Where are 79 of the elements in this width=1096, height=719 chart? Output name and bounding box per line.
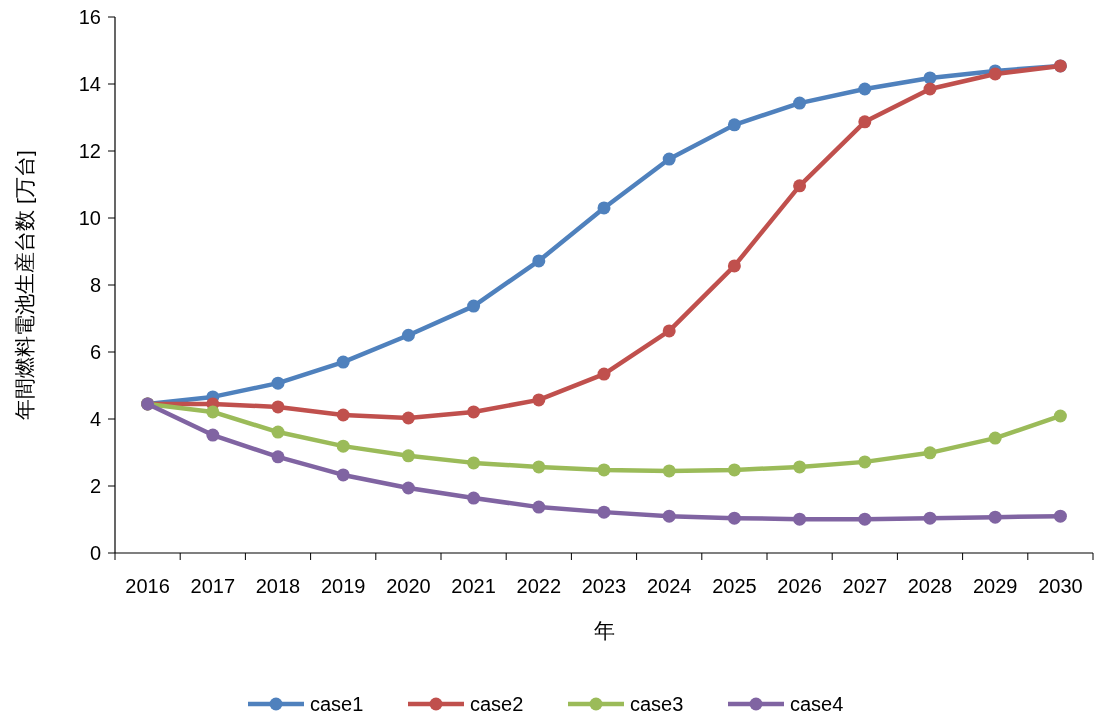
point bbox=[597, 201, 611, 215]
x-tick-label: 2021 bbox=[451, 575, 496, 597]
point bbox=[271, 425, 285, 439]
point bbox=[336, 468, 350, 482]
point bbox=[1053, 409, 1067, 423]
point bbox=[858, 455, 872, 469]
y-tick-label: 2 bbox=[89, 475, 101, 497]
point bbox=[597, 463, 611, 477]
y-tick-label: 4 bbox=[89, 408, 101, 430]
y-axis-title: 年間燃料電池生産台数 [万台] bbox=[13, 150, 36, 420]
point bbox=[271, 450, 285, 464]
point bbox=[858, 512, 872, 526]
y-tick-label: 8 bbox=[89, 274, 101, 296]
point bbox=[727, 511, 741, 525]
legend-label: case2 bbox=[470, 693, 524, 715]
x-tick-label: 2022 bbox=[516, 575, 562, 597]
point bbox=[401, 411, 415, 425]
x-tick-label: 2028 bbox=[907, 575, 953, 597]
point bbox=[532, 393, 546, 407]
point bbox=[206, 428, 220, 442]
point bbox=[727, 118, 741, 132]
point bbox=[793, 179, 807, 193]
point bbox=[336, 408, 350, 422]
y-tick-label: 12 bbox=[78, 140, 101, 162]
point bbox=[597, 367, 611, 381]
y-tick-label: 6 bbox=[89, 341, 101, 363]
point bbox=[467, 299, 481, 313]
point bbox=[467, 491, 481, 505]
point bbox=[1053, 509, 1067, 523]
legend-label: case4 bbox=[790, 693, 844, 715]
x-tick-label: 2020 bbox=[386, 575, 431, 597]
point bbox=[858, 82, 872, 96]
x-tick-label: 2019 bbox=[320, 575, 366, 597]
y-tick-label: 16 bbox=[78, 6, 101, 28]
point bbox=[271, 376, 285, 390]
legend-label: case1 bbox=[310, 693, 364, 715]
x-tick-label: 2029 bbox=[972, 575, 1018, 597]
point bbox=[923, 446, 937, 460]
point bbox=[532, 460, 546, 474]
x-tick-label: 2024 bbox=[646, 575, 692, 597]
point bbox=[923, 511, 937, 525]
point bbox=[271, 400, 285, 414]
x-tick-label: 2023 bbox=[581, 575, 627, 597]
x-tick-label: 2026 bbox=[777, 575, 822, 597]
point bbox=[336, 355, 350, 369]
point bbox=[597, 505, 611, 519]
point bbox=[793, 460, 807, 474]
point bbox=[467, 405, 481, 419]
point bbox=[336, 439, 350, 453]
x-tick-label: 2025 bbox=[712, 575, 757, 597]
point bbox=[793, 96, 807, 110]
point bbox=[923, 82, 937, 96]
y-tick-label: 14 bbox=[78, 73, 101, 95]
point bbox=[988, 510, 1002, 524]
point bbox=[532, 254, 546, 268]
x-tick-label: 2017 bbox=[190, 575, 236, 597]
point bbox=[793, 512, 807, 526]
point bbox=[662, 324, 676, 338]
point bbox=[401, 449, 415, 463]
point bbox=[858, 115, 872, 129]
y-tick-label: 0 bbox=[89, 542, 101, 564]
x-tick-label: 2030 bbox=[1038, 575, 1083, 597]
point bbox=[206, 405, 220, 419]
y-tick-label: 10 bbox=[78, 207, 101, 229]
point bbox=[467, 456, 481, 470]
point bbox=[662, 152, 676, 166]
x-tick-label: 2016 bbox=[125, 575, 170, 597]
x-axis-title: 年 bbox=[593, 619, 615, 642]
point bbox=[662, 464, 676, 478]
legend-label: case3 bbox=[630, 693, 684, 715]
point bbox=[727, 463, 741, 477]
point bbox=[727, 259, 741, 273]
point bbox=[401, 481, 415, 495]
point bbox=[988, 431, 1002, 445]
point bbox=[662, 509, 676, 523]
point bbox=[401, 328, 415, 342]
point bbox=[532, 500, 546, 514]
x-tick-label: 2018 bbox=[255, 575, 301, 597]
x-tick-label: 2027 bbox=[842, 575, 888, 597]
